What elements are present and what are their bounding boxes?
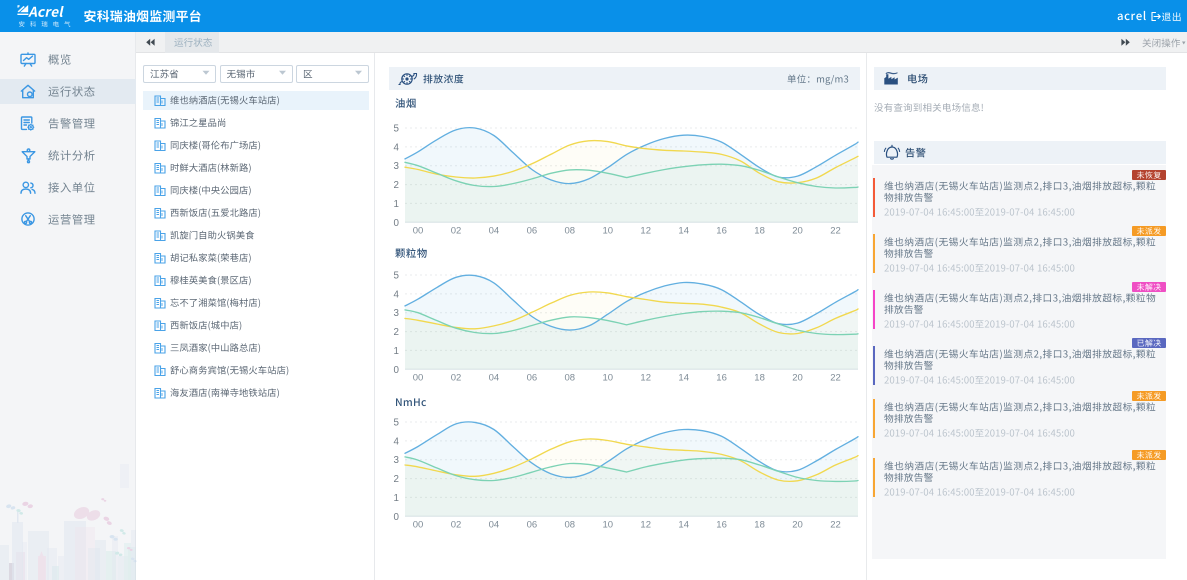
svg-text:2: 2	[394, 327, 399, 338]
svg-text:18: 18	[754, 226, 765, 237]
svg-text:20: 20	[792, 373, 803, 384]
svg-text:12: 12	[640, 226, 651, 237]
svg-text:5: 5	[394, 271, 400, 282]
svg-text:00: 00	[413, 226, 424, 237]
svg-text:5: 5	[394, 418, 400, 429]
svg-text:0: 0	[394, 512, 400, 523]
svg-text:16: 16	[716, 520, 727, 531]
svg-text:02: 02	[451, 520, 462, 531]
svg-text:14: 14	[678, 520, 689, 531]
svg-text:3: 3	[394, 455, 400, 466]
svg-text:5: 5	[394, 124, 400, 135]
svg-text:08: 08	[565, 373, 576, 384]
svg-text:0: 0	[394, 218, 400, 229]
svg-text:06: 06	[527, 373, 538, 384]
svg-text:2: 2	[394, 180, 399, 191]
svg-text:10: 10	[603, 520, 614, 531]
svg-text:18: 18	[754, 373, 765, 384]
svg-text:22: 22	[830, 373, 841, 384]
svg-text:04: 04	[489, 373, 500, 384]
svg-text:08: 08	[565, 226, 576, 237]
svg-text:00: 00	[413, 373, 424, 384]
svg-text:3: 3	[394, 161, 400, 172]
svg-text:08: 08	[565, 520, 576, 531]
svg-text:16: 16	[716, 226, 727, 237]
svg-text:10: 10	[603, 226, 614, 237]
svg-text:1: 1	[394, 199, 399, 210]
svg-text:1: 1	[394, 346, 399, 357]
svg-text:12: 12	[640, 520, 651, 531]
svg-text:16: 16	[716, 373, 727, 384]
svg-text:22: 22	[830, 520, 841, 531]
svg-text:4: 4	[394, 142, 400, 153]
svg-text:3: 3	[394, 308, 400, 319]
svg-text:22: 22	[830, 226, 841, 237]
svg-text:00: 00	[413, 520, 424, 531]
svg-text:18: 18	[754, 520, 765, 531]
svg-text:4: 4	[394, 436, 400, 447]
svg-text:14: 14	[678, 373, 689, 384]
svg-text:1: 1	[394, 493, 399, 504]
svg-text:20: 20	[792, 520, 803, 531]
svg-text:06: 06	[527, 226, 538, 237]
svg-text:06: 06	[527, 520, 538, 531]
svg-text:12: 12	[640, 373, 651, 384]
svg-text:10: 10	[603, 373, 614, 384]
svg-text:02: 02	[451, 373, 462, 384]
svg-text:04: 04	[489, 520, 500, 531]
svg-text:0: 0	[394, 365, 400, 376]
svg-text:4: 4	[394, 289, 400, 300]
svg-text:04: 04	[489, 226, 500, 237]
svg-text:20: 20	[792, 226, 803, 237]
svg-text:02: 02	[451, 226, 462, 237]
svg-text:2: 2	[394, 474, 399, 485]
svg-text:14: 14	[678, 226, 689, 237]
